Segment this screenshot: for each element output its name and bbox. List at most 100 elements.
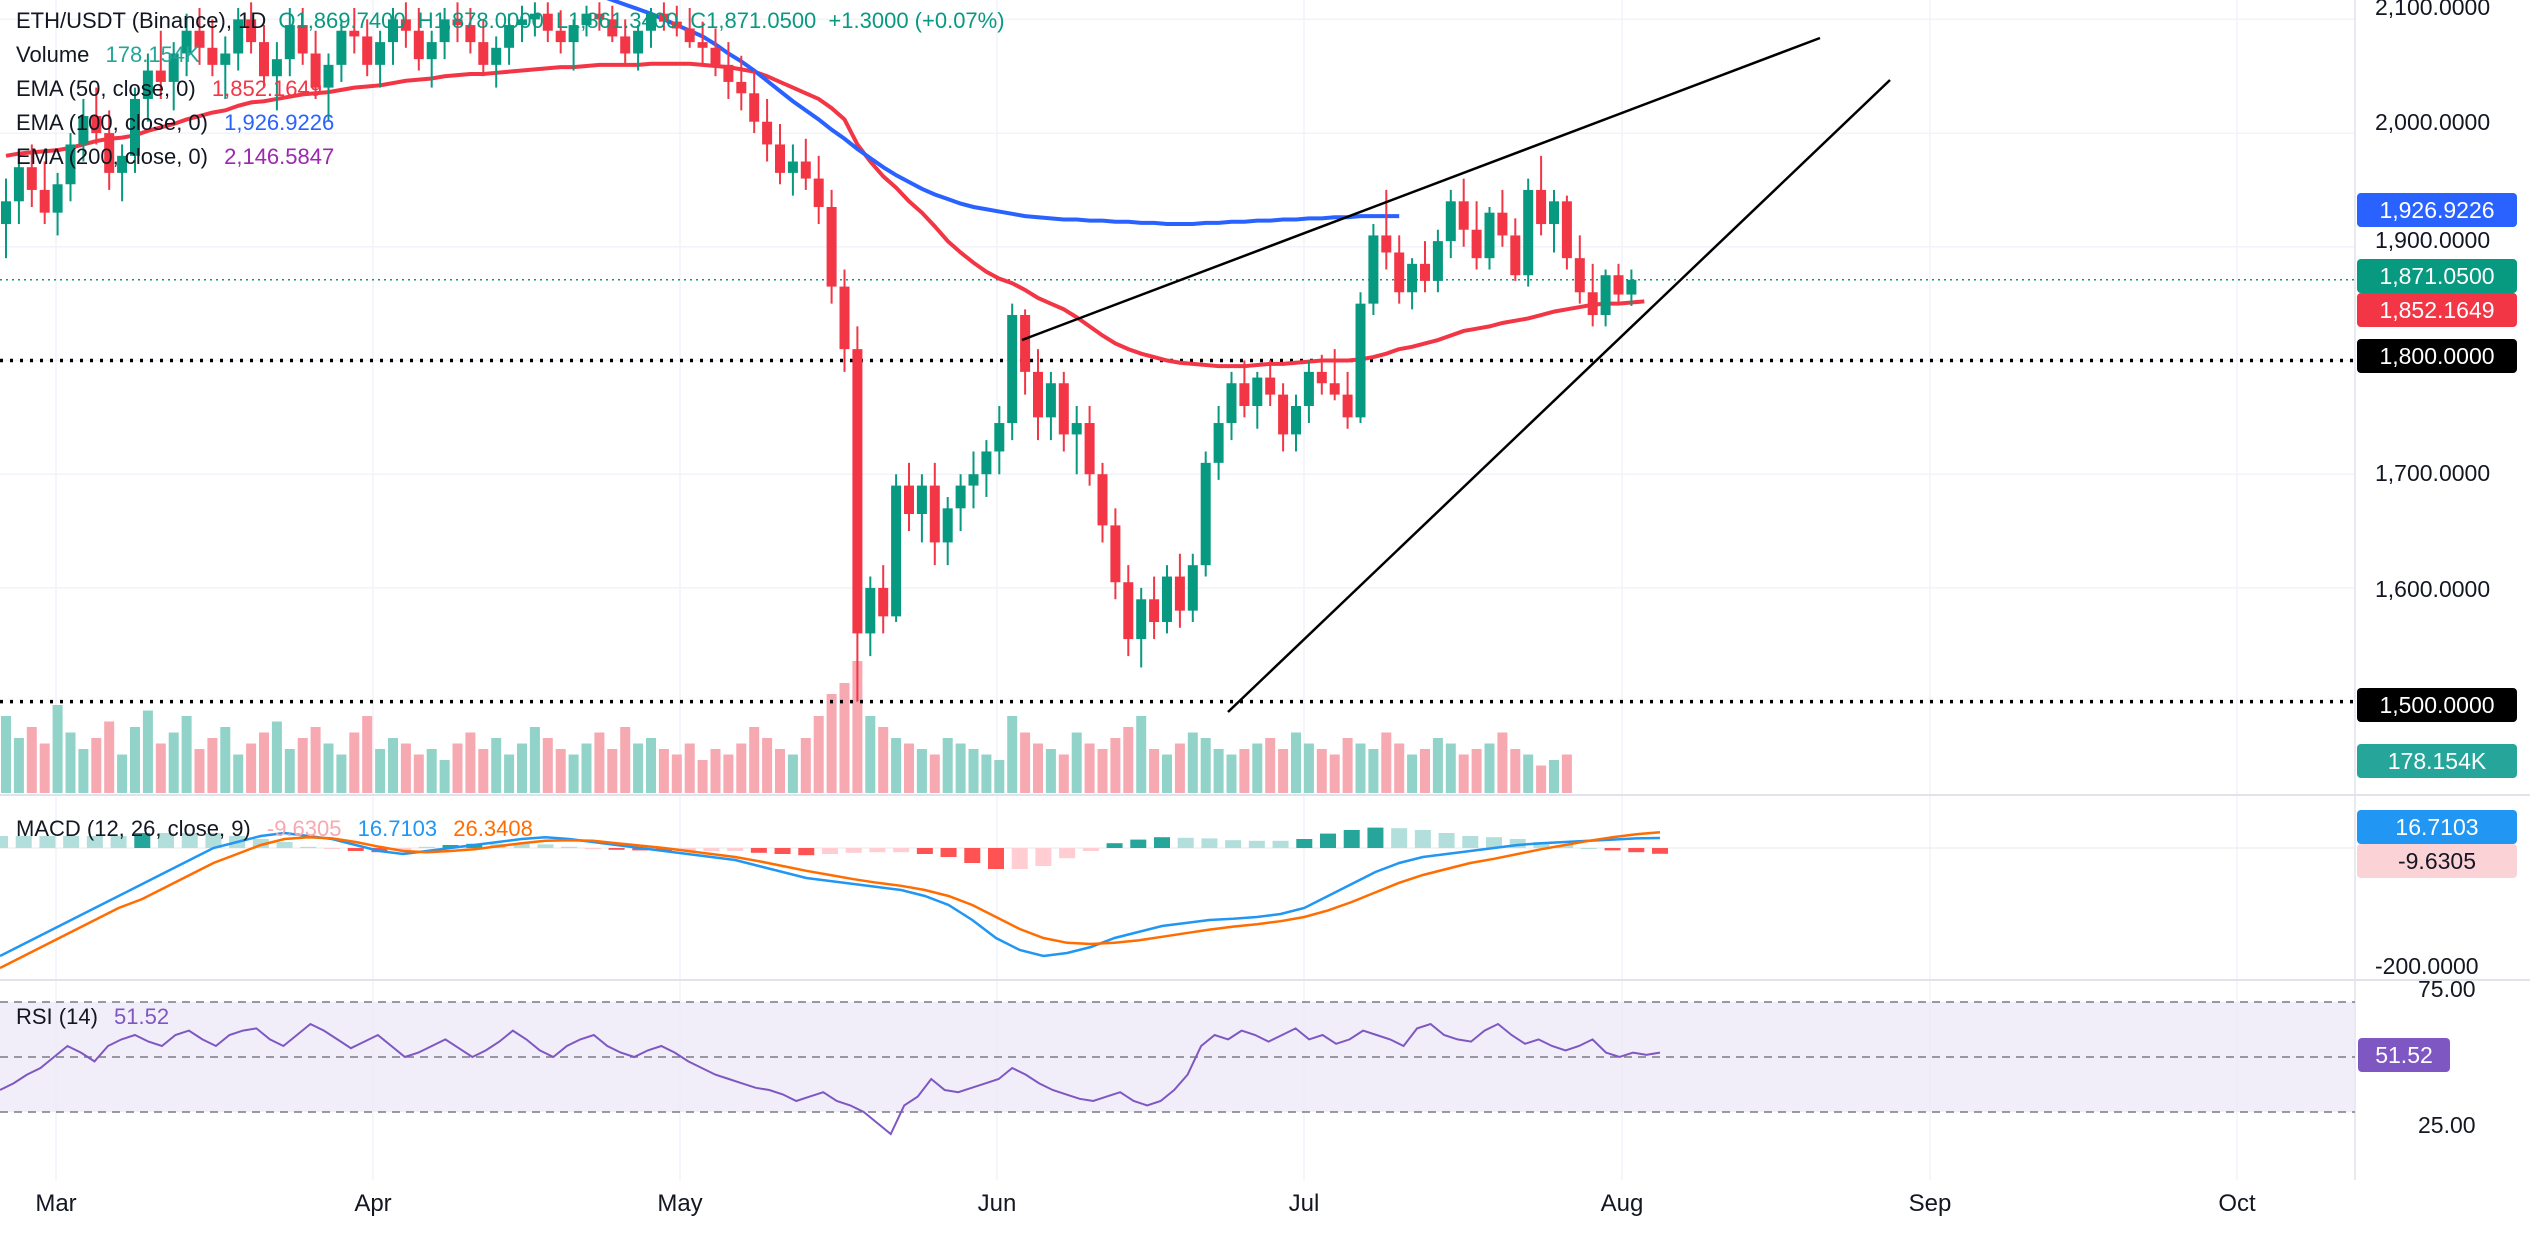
candle-body <box>542 13 553 31</box>
volume-bar <box>1162 754 1172 793</box>
volume-legend[interactable]: Volume 178.154K <box>16 38 206 72</box>
candle-body <box>568 25 579 43</box>
candle-body <box>1239 383 1250 406</box>
volume-bar <box>826 694 837 793</box>
symbol-legend: ETH/USDT (Binance), 1D O1,869.7400 H1,87… <box>16 4 1011 38</box>
volume-bar <box>362 716 373 793</box>
candle-body <box>207 47 218 65</box>
candle-body <box>478 42 489 65</box>
candle-body <box>259 42 269 77</box>
candle-body <box>1187 565 1198 611</box>
volume-bar <box>1149 749 1160 793</box>
volume-value: 178.154K <box>105 42 200 67</box>
volume-bar <box>1252 743 1263 793</box>
rsi-lower-tick: 25.00 <box>2418 1112 2476 1138</box>
candle-body <box>1407 263 1418 293</box>
macd-histogram-bar <box>1486 837 1502 848</box>
macd-histogram-bar <box>0 836 8 848</box>
macd-legend[interactable]: MACD (12, 26, close, 9) -9.6305 16.7103 … <box>16 812 539 846</box>
last-price-tag: 1,871.0500 <box>2357 259 2517 293</box>
candle-body <box>1162 576 1172 623</box>
volume-bar <box>220 727 231 793</box>
volume-bar <box>1458 754 1469 793</box>
volume-bar <box>633 743 644 793</box>
candle-body <box>1497 212 1508 236</box>
ema100-price-tag: 1,926.9226 <box>2357 193 2517 227</box>
volume-bar <box>710 749 721 793</box>
ema200-legend[interactable]: EMA (200, close, 0) 2,146.5847 <box>16 140 340 174</box>
macd-histogram-bar <box>537 844 554 848</box>
volume-bar <box>1110 738 1121 793</box>
macd-line-tag: 16.7103 <box>2357 810 2517 844</box>
volume-bar <box>426 749 437 793</box>
volume-bar <box>168 732 179 793</box>
candle-body <box>1071 423 1082 435</box>
candle-body <box>39 189 50 213</box>
macd-histogram-bar <box>1557 845 1574 848</box>
ema50-legend[interactable]: EMA (50, close, 0) 1,852.1649 <box>16 72 328 106</box>
volume-bar <box>233 754 244 793</box>
macd-histogram-bar <box>134 833 151 848</box>
candle-body <box>271 59 282 77</box>
volume-bar <box>1355 743 1366 793</box>
volume-bar <box>594 732 605 793</box>
macd-histogram-bar <box>1177 837 1194 848</box>
candle-body <box>1368 235 1379 304</box>
volume-bar <box>813 716 824 793</box>
upper-trendline <box>1021 36 1821 342</box>
ema100-legend[interactable]: EMA (100, close, 0) 1,926.9226 <box>16 106 340 140</box>
macd-hist-tag: -9.6305 <box>2357 844 2517 878</box>
candle-body <box>1342 394 1353 418</box>
candle-body <box>1561 201 1572 259</box>
volume-bar <box>375 749 386 793</box>
candle-body <box>1355 303 1366 418</box>
macd-histogram-bar <box>1106 843 1123 848</box>
macd-histogram-bar <box>1154 837 1170 848</box>
candle-body <box>1329 383 1340 395</box>
candle-body <box>749 93 760 122</box>
volume-bar <box>1265 738 1276 793</box>
macd-histogram-bar <box>656 848 672 851</box>
rsi-value: 51.52 <box>114 1004 170 1029</box>
candle-body <box>1626 279 1637 295</box>
volume-bar <box>491 738 502 793</box>
volume-bar <box>259 732 269 793</box>
candle-body <box>26 167 37 190</box>
volume-bar <box>194 749 205 793</box>
candle-body <box>1110 525 1121 583</box>
volume-bar <box>39 743 50 793</box>
candle-body <box>65 144 76 185</box>
symbol-title[interactable]: ETH/USDT (Binance), 1D <box>16 8 267 33</box>
volume-bar <box>904 743 914 793</box>
volume-bar <box>658 749 669 793</box>
candle-body <box>852 349 863 634</box>
month-label: May <box>657 1190 703 1217</box>
ema200-value: 2,146.5847 <box>224 144 335 169</box>
candle-body <box>1600 275 1611 316</box>
volume-bar <box>529 727 540 793</box>
macd-histogram-bar <box>110 836 127 848</box>
candle-body <box>646 13 656 31</box>
volume-bar <box>1316 749 1327 793</box>
macd-histogram-bar <box>276 842 293 848</box>
volume-tag: 178.154K <box>2357 744 2517 778</box>
volume-bar <box>1510 749 1521 793</box>
rsi-legend[interactable]: RSI (14) 51.52 <box>16 1000 175 1034</box>
volume-bar <box>775 749 785 793</box>
volume-bar <box>929 754 940 793</box>
volume-bar <box>1020 732 1031 793</box>
macd-signal-line <box>0 830 1661 970</box>
ohlc-high: H1,878.0000 <box>417 8 544 33</box>
candle-body <box>1149 599 1160 623</box>
month-label: Aug <box>1600 1190 1644 1217</box>
volume-bar <box>736 743 747 793</box>
macd-histogram-bar <box>395 848 412 851</box>
candle-body <box>633 30 644 54</box>
volume-bar <box>697 760 708 793</box>
volume-bar <box>1523 754 1534 793</box>
macd-histogram-bar <box>1462 836 1479 848</box>
volume-bar <box>1303 743 1314 793</box>
candle-body <box>1291 405 1301 435</box>
volume-bar <box>1432 738 1443 793</box>
